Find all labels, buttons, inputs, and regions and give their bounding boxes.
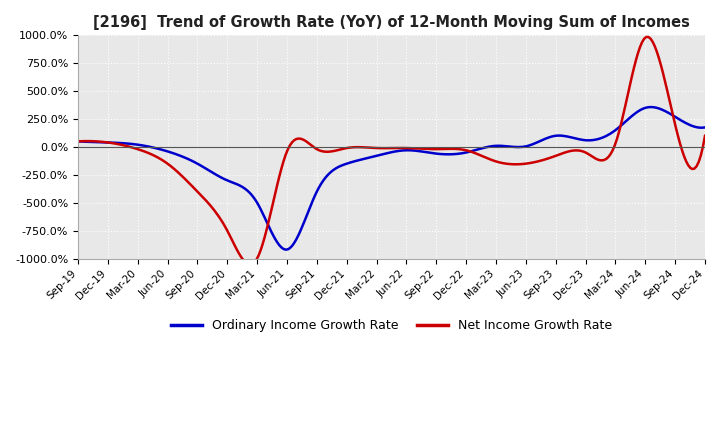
Ordinary Income Growth Rate xyxy=(282,247,290,252)
Net Income Growth Rate xyxy=(646,36,654,41)
Net Income Growth Rate xyxy=(246,262,254,267)
Net Income Growth Rate xyxy=(449,146,458,151)
Ordinary Income Growth Rate xyxy=(604,132,613,137)
Line: Net Income Growth Rate: Net Income Growth Rate xyxy=(78,37,705,264)
Net Income Growth Rate xyxy=(447,146,456,151)
Ordinary Income Growth Rate xyxy=(76,139,84,144)
Ordinary Income Growth Rate xyxy=(73,139,82,144)
Ordinary Income Growth Rate xyxy=(701,125,709,130)
Net Income Growth Rate xyxy=(73,139,82,144)
Ordinary Income Growth Rate xyxy=(644,105,653,110)
Net Income Growth Rate xyxy=(701,133,709,139)
Line: Ordinary Income Growth Rate: Ordinary Income Growth Rate xyxy=(78,107,705,249)
Ordinary Income Growth Rate xyxy=(646,104,654,110)
Net Income Growth Rate xyxy=(604,154,613,159)
Ordinary Income Growth Rate xyxy=(447,152,456,157)
Net Income Growth Rate xyxy=(76,139,84,144)
Title: [2196]  Trend of Growth Rate (YoY) of 12-Month Moving Sum of Incomes: [2196] Trend of Growth Rate (YoY) of 12-… xyxy=(93,15,690,30)
Ordinary Income Growth Rate xyxy=(459,150,468,156)
Net Income Growth Rate xyxy=(642,34,651,40)
Legend: Ordinary Income Growth Rate, Net Income Growth Rate: Ordinary Income Growth Rate, Net Income … xyxy=(166,314,618,337)
Ordinary Income Growth Rate xyxy=(449,151,458,157)
Net Income Growth Rate xyxy=(459,147,468,152)
